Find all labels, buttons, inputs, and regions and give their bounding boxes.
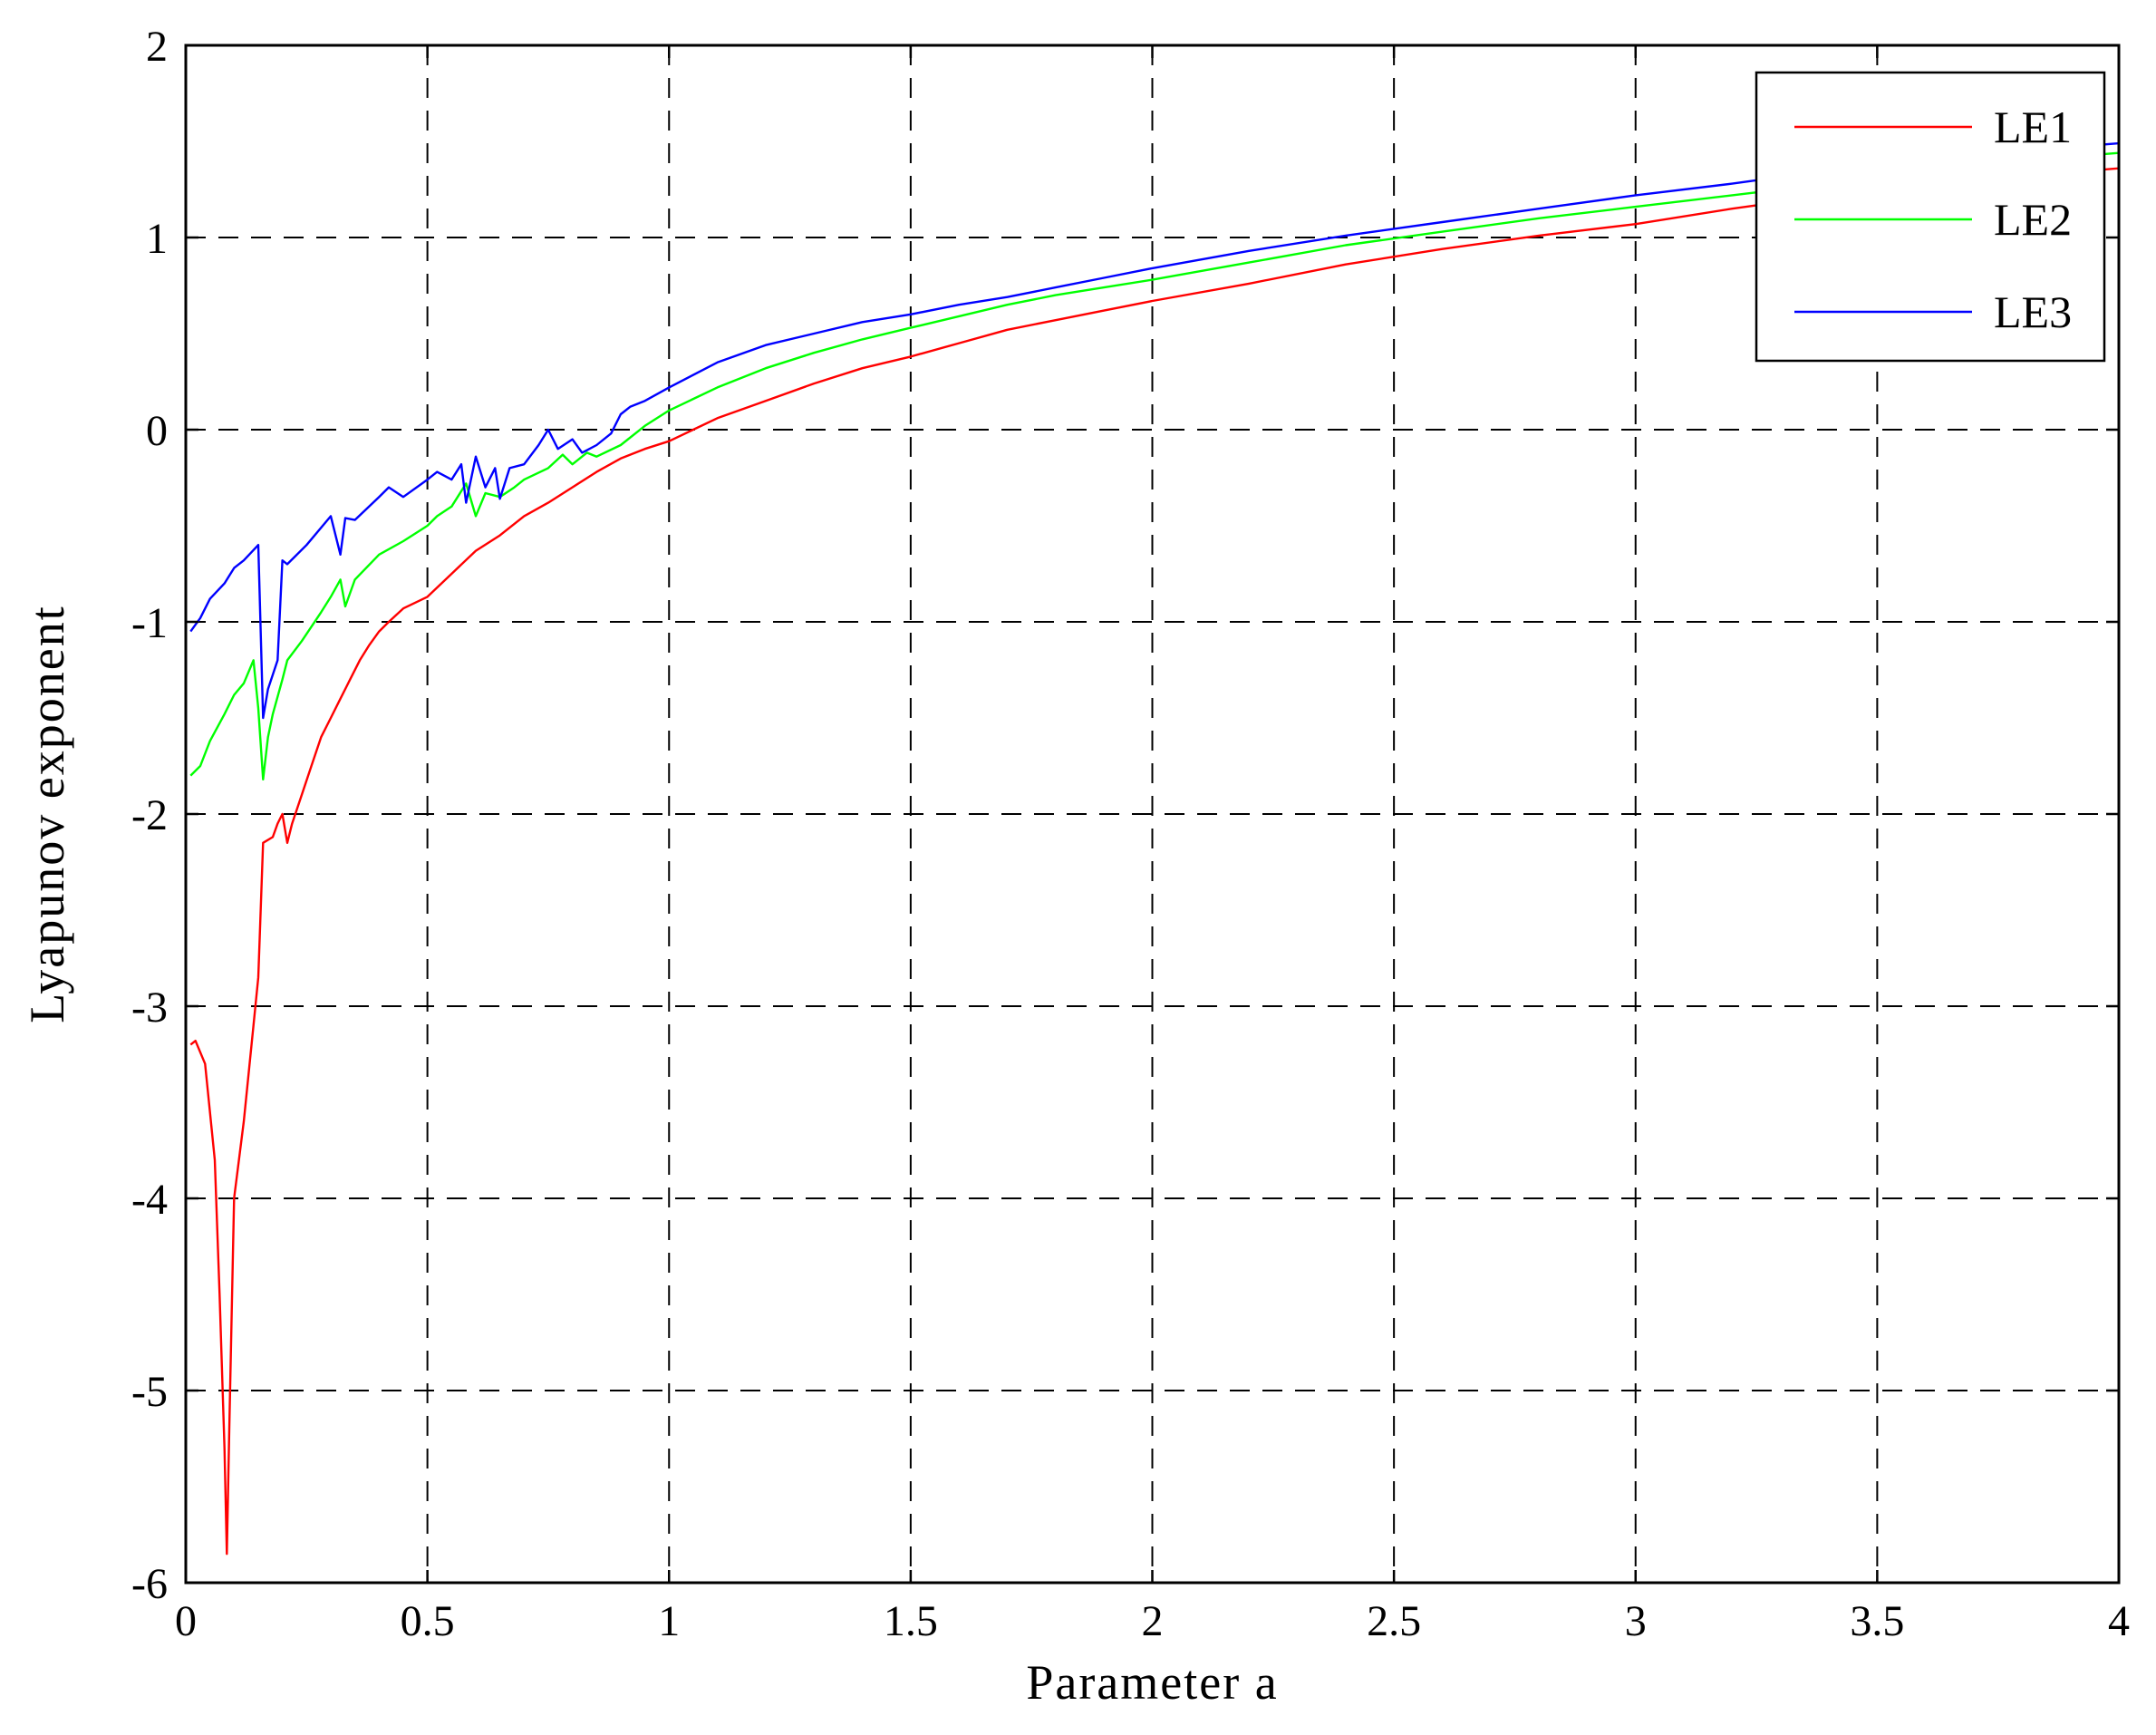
x-tick-label: 0	[175, 1597, 197, 1645]
x-axis-label: Parameter a	[1026, 1655, 1278, 1710]
x-tick-label: 1.5	[884, 1597, 938, 1645]
y-tick-label: -5	[131, 1368, 168, 1416]
y-tick-label: -2	[131, 791, 168, 839]
legend-label-le1: LE1	[1994, 102, 2072, 152]
legend: LE1 LE2 LE3	[1755, 71, 2106, 363]
series-line-le1	[189, 167, 2120, 1556]
x-tick-label: 2.5	[1367, 1597, 1421, 1645]
series-line-le3	[189, 141, 2120, 720]
x-tick-label: 2	[1142, 1597, 1164, 1645]
x-tick-label: 0.5	[401, 1597, 455, 1645]
y-tick-label: -1	[131, 599, 168, 647]
series-line-le2	[189, 151, 2120, 780]
x-tick-label: 1	[658, 1597, 680, 1645]
legend-label-le2: LE2	[1994, 194, 2072, 245]
y-tick-label: 2	[146, 23, 168, 71]
y-axis-ticks: 2 1 0 -1 -2 -3 -4 -5 -6	[131, 23, 2119, 1608]
series-group	[189, 141, 2120, 1556]
y-tick-label: -3	[131, 984, 168, 1032]
y-tick-label: -6	[131, 1560, 168, 1608]
y-tick-label: 0	[146, 407, 168, 455]
y-axis-label: Lyapunov exponent	[20, 605, 74, 1023]
y-tick-label: 1	[146, 215, 168, 263]
y-tick-label: -4	[131, 1176, 168, 1224]
x-tick-label: 3	[1625, 1597, 1647, 1645]
grid-lines	[186, 45, 2119, 1583]
x-tick-label: 3.5	[1850, 1597, 1904, 1645]
x-tick-label: 4	[2108, 1597, 2130, 1645]
legend-label-le3: LE3	[1994, 286, 2072, 337]
x-axis-ticks: 0 0.5 1 1.5 2 2.5 3 3.5 4	[175, 45, 2130, 1645]
